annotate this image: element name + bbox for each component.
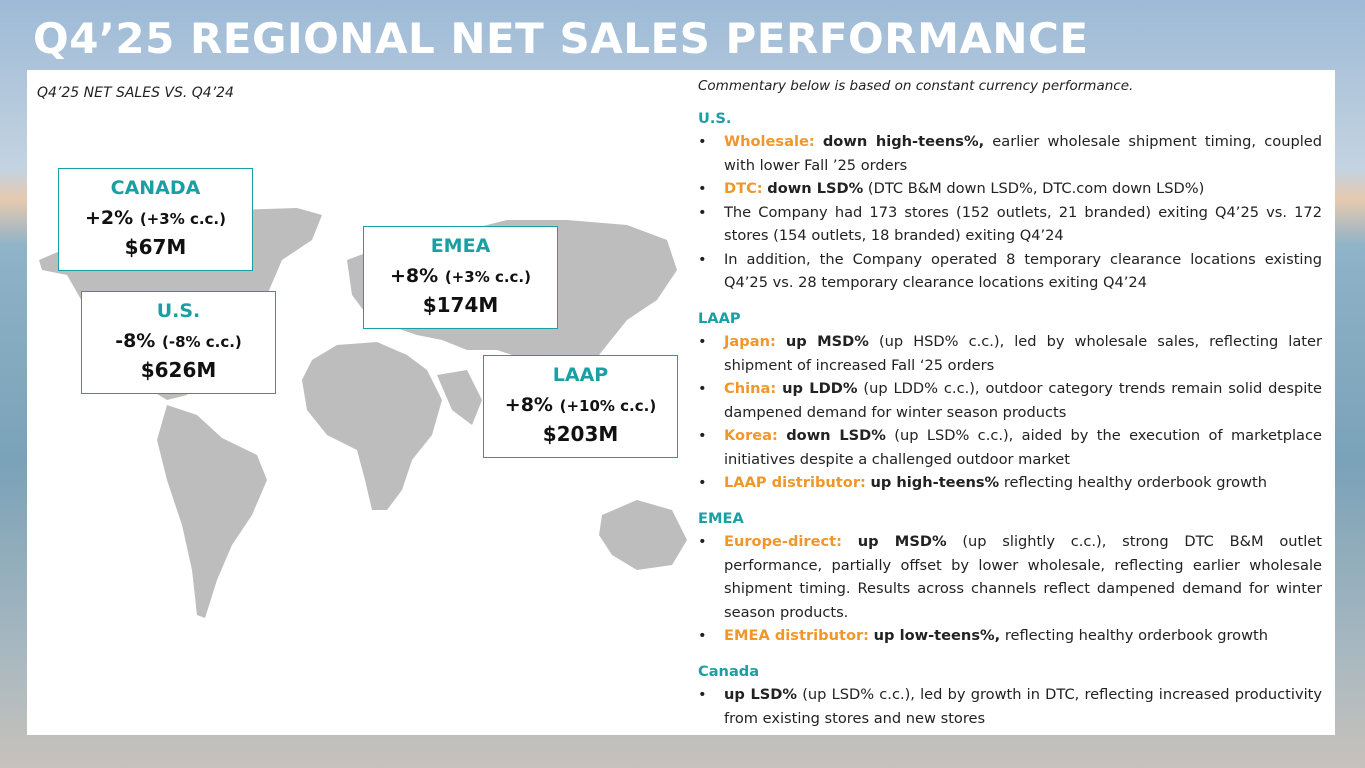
- bullet: DTC: down LSD% (DTC B&M down LSD%, DTC.c…: [698, 177, 1322, 201]
- bullet-label: LAAP distributor:: [724, 474, 866, 491]
- bullet-bold: up high-teens%: [870, 474, 1000, 491]
- region-cc-change: (+3% c.c.): [444, 268, 531, 286]
- section: U.S. Wholesale: down high-teens%, earlier…: [698, 107, 1322, 295]
- region-change: +8%: [504, 394, 553, 416]
- bullet-label: Korea:: [724, 427, 778, 444]
- region-box: CANADA +2% (+3% c.c.) $67M: [58, 168, 253, 271]
- region-sales: $174M: [422, 293, 499, 317]
- bullet-plain: (up slightly c.c.), strong DTC B&M outle…: [724, 533, 1322, 621]
- bullet: EMEA distributor: up low-teens%, reflect…: [698, 624, 1322, 648]
- bullet: Japan: up MSD% (up HSD% c.c.), led by wh…: [698, 330, 1322, 377]
- region-change: -8%: [115, 330, 156, 352]
- bullet-label: Europe-direct:: [724, 533, 842, 550]
- region-cc-change: (-8% c.c.): [161, 333, 242, 351]
- region-name: EMEA: [430, 235, 491, 257]
- commentary-sections: U.S. Wholesale: down high-teens%, earlier…: [698, 107, 1322, 731]
- region-cc-change: (+3% c.c.): [139, 210, 226, 228]
- bullet: LAAP distributor: up high-teens% reflect…: [698, 471, 1322, 495]
- bullet-bold: down LSD%: [786, 427, 886, 444]
- bullet: Korea: down LSD% (up LSD% c.c.), aided b…: [698, 424, 1322, 471]
- bullet-plain: (up LDD% c.c.), outdoor category trends …: [724, 380, 1322, 421]
- bullet-plain: (up LSD% c.c.), aided by the execution o…: [724, 427, 1323, 468]
- bullet-plain: reflecting healthy orderbook growth: [1004, 627, 1268, 644]
- region-sales: $67M: [124, 235, 187, 259]
- section: LAAP Japan: up MSD% (up HSD% c.c.), led b…: [698, 307, 1322, 495]
- bullet: The Company had 173 stores (152 outlets,…: [698, 201, 1322, 248]
- commentary-note: Commentary below is based on constant cu…: [698, 78, 1134, 94]
- bullet-plain: (DTC B&M down LSD%, DTC.com down LSD%): [867, 180, 1205, 197]
- bullet-bold: up LDD%: [782, 380, 858, 397]
- bullet-label: China:: [724, 380, 777, 397]
- region-name: LAAP: [552, 364, 609, 386]
- bullet-label: EMEA distributor:: [724, 627, 870, 644]
- bullet-plain: (up LSD% c.c.), led by growth in DTC, re…: [724, 686, 1322, 727]
- content-panel: Q4’25 NET SALES VS. Q4’24 CANADA +2% (+3%…: [27, 70, 1335, 735]
- map-subtitle: Q4’25 NET SALES VS. Q4’24: [37, 85, 234, 101]
- region-box: EMEA +8% (+3% c.c.) $174M: [363, 226, 558, 329]
- bullet: In addition, the Company operated 8 temp…: [698, 248, 1322, 295]
- bullet-bold: down LSD%: [767, 180, 864, 197]
- region-change-line: +8% (+3% c.c.): [364, 265, 557, 287]
- region-sales: $626M: [140, 358, 217, 382]
- bullet-plain: The Company had 173 stores (152 outlets,…: [724, 203, 1322, 245]
- section: Canada up LSD% (up LSD% c.c.), led by gro…: [698, 660, 1322, 731]
- bullet-plain: reflecting healthy orderbook growth: [1003, 474, 1267, 491]
- bullet: up LSD% (up LSD% c.c.), led by growth in…: [698, 683, 1322, 730]
- bullet: China: up LDD% (up LDD% c.c.), outdoor c…: [698, 377, 1322, 424]
- bullet-plain: (up HSD% c.c.), led by wholesale sales, …: [724, 333, 1322, 374]
- bullet-label: Wholesale:: [724, 133, 815, 150]
- region-change: +8%: [390, 265, 439, 287]
- bullet-plain: earlier wholesale shipment timing, coupl…: [724, 133, 1323, 174]
- section-heading: EMEA: [698, 509, 744, 527]
- bullet-bold: down high-teens%,: [822, 133, 985, 150]
- region-change-line: +2% (+3% c.c.): [59, 207, 252, 229]
- region-sales: $203M: [542, 422, 619, 446]
- region-cc-change: (+10% c.c.): [559, 397, 657, 415]
- bullet-bold: up low-teens%,: [873, 627, 1001, 644]
- bullet: Europe-direct: up MSD% (up slightly c.c.…: [698, 530, 1322, 624]
- bullet-bold: up MSD%: [785, 333, 869, 350]
- region-change-line: -8% (-8% c.c.): [82, 330, 275, 352]
- region-name: U.S.: [156, 300, 201, 322]
- bullet-label: DTC:: [724, 180, 763, 197]
- slide-title: Q4’25 REGIONAL NET SALES PERFORMANCE: [33, 14, 1089, 63]
- section-heading: U.S.: [698, 109, 732, 127]
- section-heading: LAAP: [698, 309, 741, 327]
- commentary: Commentary below is based on constant cu…: [698, 75, 1322, 730]
- region-change-line: +8% (+10% c.c.): [484, 394, 677, 416]
- region-change: +2%: [85, 207, 134, 229]
- region-box: U.S. -8% (-8% c.c.) $626M: [81, 291, 276, 394]
- bullet-bold: up LSD%: [724, 686, 798, 703]
- bullet-label: Japan:: [724, 333, 776, 350]
- bullet: Wholesale: down high-teens%, earlier who…: [698, 130, 1322, 177]
- region-box: LAAP +8% (+10% c.c.) $203M: [483, 355, 678, 458]
- bullet-bold: up MSD%: [857, 533, 947, 550]
- bullet-plain: In addition, the Company operated 8 temp…: [724, 250, 1322, 292]
- section: EMEA Europe-direct: up MSD% (up slightly …: [698, 507, 1322, 648]
- section-heading: Canada: [698, 662, 760, 680]
- region-name: CANADA: [110, 177, 201, 199]
